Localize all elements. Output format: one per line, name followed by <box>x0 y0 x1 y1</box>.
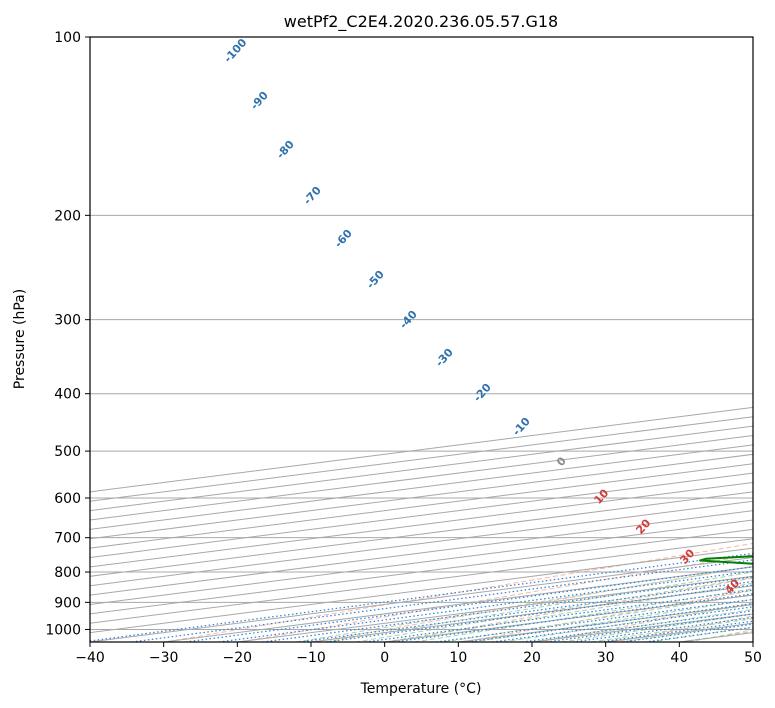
isotherm-label: -20 <box>471 381 494 405</box>
isotherm-label: -40 <box>397 308 420 332</box>
isotherm-line <box>90 528 753 615</box>
x-tick-label: 20 <box>523 650 541 666</box>
isotherm-label: -60 <box>332 227 355 251</box>
y-tick-label: 200 <box>54 208 81 224</box>
isotherm-line <box>90 547 753 634</box>
y-tick-label: 1000 <box>45 622 81 638</box>
x-tick-label: 10 <box>449 650 467 666</box>
dry-adiabat <box>162 542 753 642</box>
moist-adiabat <box>649 626 753 642</box>
mixing-ratio-line <box>131 559 753 642</box>
moist-adiabat <box>502 604 753 642</box>
isotherm-line <box>90 463 753 549</box>
mixing-ratio-line <box>365 589 753 642</box>
isotherm-label: -50 <box>364 268 387 292</box>
x-tick-label: 30 <box>597 650 615 666</box>
y-tick-label: 500 <box>54 444 81 460</box>
plot-frame <box>89 36 754 643</box>
mixing-ratio-line <box>572 616 753 642</box>
isotherm-label: -90 <box>248 89 271 113</box>
isotherm-line <box>90 500 753 587</box>
line-labels: 0.10.20.40.611.52346810131620253036-100-… <box>221 36 742 597</box>
isotherm-label: 20 <box>633 516 653 536</box>
x-tick-label: 0 <box>380 650 389 666</box>
moist-adiabat <box>296 565 753 642</box>
x-tick-label: −10 <box>296 650 326 666</box>
isotherm-line <box>90 519 753 605</box>
x-tick-label: 40 <box>670 650 688 666</box>
isotherm-line <box>90 510 753 596</box>
x-tick-label: −20 <box>223 650 253 666</box>
y-tick-label: 900 <box>54 595 81 611</box>
isotherm-line <box>752 641 753 642</box>
mixing-ratio-line <box>262 576 753 642</box>
mixing-ratio-line <box>326 584 753 642</box>
mixing-ratio-line <box>299 580 753 642</box>
isotherm-label: -30 <box>433 346 456 370</box>
isotherm-line <box>90 491 753 577</box>
dry-adiabat <box>610 615 753 642</box>
chart-title: wetPf2_C2E4.2020.236.05.57.G18 <box>284 12 558 32</box>
isotherm-line <box>90 538 753 624</box>
x-axis-label: Temperature (°C) <box>360 681 482 697</box>
isotherm-label: 30 <box>677 546 697 566</box>
x-tick-label: −40 <box>75 650 105 666</box>
axes: −40 −30 −20 −10 0 10 20 30 40 5010020030040050060… <box>45 30 762 666</box>
moist-adiabat <box>620 622 753 642</box>
y-tick-label: 700 <box>54 531 81 547</box>
y-tick-label: 100 <box>54 30 81 46</box>
isotherm-label: -70 <box>301 184 324 208</box>
mixing-ratio-line <box>394 593 753 642</box>
isotherm-label: -10 <box>510 415 533 439</box>
isotherm-label: 0 <box>554 454 569 469</box>
y-tick-label: 600 <box>54 491 81 507</box>
moist-adiabat <box>355 577 753 642</box>
y-tick-label: 300 <box>54 313 81 329</box>
x-tick-label: 50 <box>744 650 762 666</box>
y-tick-label: 400 <box>54 387 81 403</box>
isotherm-line <box>90 472 753 559</box>
isotherm-label: -100 <box>221 36 249 65</box>
profile-lines <box>699 555 753 565</box>
isotherm-line <box>90 481 753 568</box>
x-tick-label: −30 <box>149 650 179 666</box>
moist-adiabat <box>414 588 753 642</box>
isotherm-label: 10 <box>591 486 611 506</box>
moist-adiabat <box>561 613 753 642</box>
y-tick-label: 800 <box>54 565 81 581</box>
dry-adiabat <box>311 565 753 642</box>
dewpoint-profile-line <box>699 555 753 565</box>
dry-adiabat <box>386 577 753 642</box>
y-axis-label: Pressure (hPa) <box>12 289 28 389</box>
background-lines <box>90 37 753 642</box>
moist-adiabat <box>384 582 753 642</box>
isotherm-label: -80 <box>274 138 297 162</box>
mixing-ratio-line <box>90 552 753 642</box>
